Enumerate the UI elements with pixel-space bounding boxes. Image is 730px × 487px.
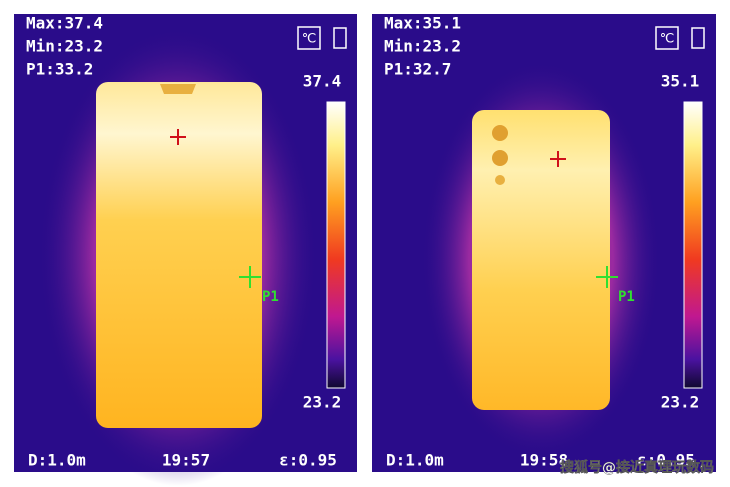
color-scale bbox=[326, 101, 346, 389]
emissivity: ε:0.95 bbox=[279, 451, 337, 470]
distance: D:1.0m bbox=[28, 451, 86, 470]
min-label: Min:23.2 bbox=[26, 37, 103, 56]
p1-marker: P1 bbox=[618, 289, 635, 305]
color-scale bbox=[683, 101, 703, 389]
max-label: Max:35.1 bbox=[384, 14, 461, 33]
emissivity: ε:0.95 bbox=[637, 451, 695, 470]
camera-flash bbox=[495, 175, 505, 185]
battery-icon bbox=[691, 27, 705, 49]
p1-label: P1:32.7 bbox=[384, 60, 451, 79]
distance: D:1.0m bbox=[386, 451, 444, 470]
p1-marker: P1 bbox=[262, 289, 279, 305]
battery-icon bbox=[333, 27, 347, 49]
thermal-panel: P1 Max:35.1 Min:23.2 P1:32.7 ℃ 35.1 23.2… bbox=[372, 14, 716, 472]
notch bbox=[160, 84, 196, 94]
watermark: 搜狐号@接近真理玩数码 bbox=[560, 459, 714, 476]
phone bbox=[472, 110, 610, 410]
time: 19:57 bbox=[162, 451, 210, 470]
hot-cross bbox=[170, 129, 186, 145]
phone bbox=[96, 82, 262, 428]
p1-cross bbox=[239, 266, 261, 288]
max-label: Max:37.4 bbox=[26, 14, 103, 33]
camera-lens bbox=[492, 125, 508, 141]
scale-min: 23.2 bbox=[303, 393, 342, 412]
thermal-panel: P1 Max:37.4 Min:23.2 P1:33.2 ℃ 37.4 23.2… bbox=[14, 14, 357, 486]
scale-max: 37.4 bbox=[303, 72, 342, 91]
p1-cross bbox=[596, 266, 618, 288]
unit-icon: ℃ bbox=[660, 32, 675, 47]
unit-icon-box bbox=[655, 26, 679, 50]
scale-min: 23.2 bbox=[661, 393, 700, 412]
p1-label: P1:33.2 bbox=[26, 60, 93, 79]
unit-icon: ℃ bbox=[302, 32, 317, 47]
camera-lens bbox=[492, 150, 508, 166]
min-label: Min:23.2 bbox=[384, 37, 461, 56]
time: 19:58 bbox=[520, 451, 568, 470]
unit-icon-box bbox=[297, 26, 321, 50]
scale-max: 35.1 bbox=[661, 72, 700, 91]
hot-cross bbox=[550, 151, 566, 167]
